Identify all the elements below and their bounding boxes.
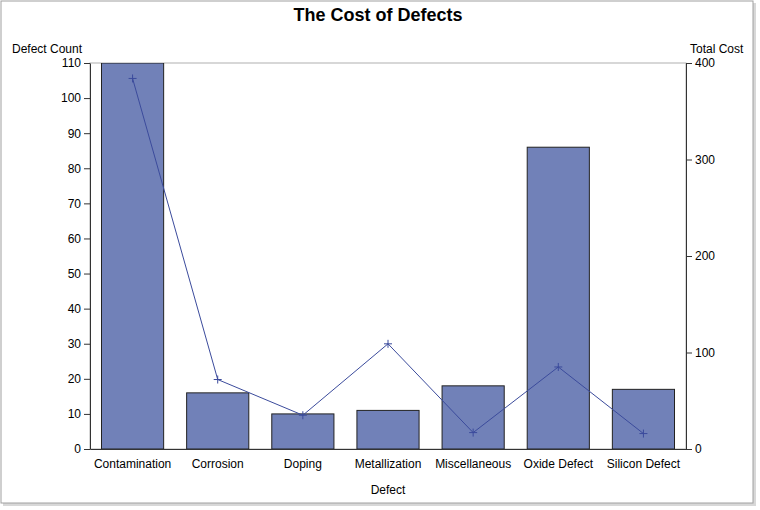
bar — [357, 410, 419, 449]
tick: 80 — [68, 162, 90, 176]
tick: 110 — [62, 56, 90, 70]
marker — [129, 74, 137, 82]
tick-mark — [84, 449, 90, 450]
tick: 10 — [68, 407, 90, 421]
tick-label: 300 — [695, 153, 715, 167]
y-axis: 0 10 20 30 40 50 60 70 80 90 100 110 — [61, 56, 91, 456]
tick: 100 — [61, 91, 90, 105]
tick: Miscellaneous — [435, 449, 511, 471]
tick: 60 — [68, 232, 90, 246]
tick: 100 — [686, 346, 715, 360]
tick-label: 40 — [68, 302, 82, 316]
tick: 0 — [686, 442, 702, 456]
line — [133, 78, 644, 433]
tick: Doping — [284, 449, 322, 471]
x-axis: Contamination Corrosion Doping Metallizatio… — [91, 449, 687, 471]
tick-label: 30 — [68, 337, 82, 351]
tick-mark — [686, 353, 692, 354]
tick: Metallization — [355, 449, 422, 471]
tick-mark — [686, 63, 692, 64]
x-axis-title: Defect — [371, 483, 406, 497]
tick-label: 0 — [74, 442, 81, 456]
marker — [469, 429, 477, 437]
tick-label: Silicon Defect — [607, 457, 681, 471]
title: The Cost of Defects — [293, 5, 462, 25]
chart: 0 10 20 30 40 50 60 70 80 90 100 110 0 100 200 300 400 Co… — [0, 0, 760, 510]
bar — [187, 393, 249, 449]
tick: 300 — [686, 153, 715, 167]
tick-label: Doping — [284, 457, 322, 471]
marker — [214, 376, 222, 384]
tick-mark — [84, 203, 90, 204]
tick: 90 — [68, 127, 90, 141]
tick-mark — [686, 160, 692, 161]
tick-label: Miscellaneous — [435, 457, 511, 471]
tick: Contamination — [94, 449, 171, 471]
tick-mark — [84, 379, 90, 380]
y2-axis: 0 100 200 300 400 — [686, 56, 715, 456]
bar — [442, 386, 504, 449]
tick-label: 400 — [695, 56, 715, 70]
tick-mark — [84, 274, 90, 275]
tick: 0 — [74, 442, 90, 456]
tick-label: 20 — [68, 372, 82, 386]
tick-label: 50 — [68, 267, 82, 281]
tick: Oxide Defect — [524, 449, 594, 471]
y-axis-title: Defect Count — [12, 42, 83, 56]
frame — [1, 1, 753, 503]
bar — [101, 63, 163, 449]
plot-frame — [90, 63, 686, 449]
marker — [639, 430, 647, 438]
tick-label: 0 — [695, 442, 702, 456]
tick-label: 100 — [61, 91, 81, 105]
tick-label: 70 — [68, 197, 82, 211]
tick-label: Oxide Defect — [524, 457, 594, 471]
marker — [384, 340, 392, 348]
tick: 400 — [686, 56, 715, 70]
tick-mark — [84, 63, 90, 64]
tick-label: Corrosion — [192, 457, 244, 471]
bar — [527, 147, 589, 449]
tick-label: 100 — [695, 346, 715, 360]
tick: 70 — [68, 197, 90, 211]
tick-label: 60 — [68, 232, 82, 246]
tick-label: Metallization — [355, 457, 422, 471]
axis-line — [90, 64, 91, 450]
tick-mark — [84, 309, 90, 310]
bar — [612, 389, 674, 449]
tick-mark — [84, 344, 90, 345]
tick: Silicon Defect — [607, 449, 681, 471]
tick-mark — [84, 414, 90, 415]
markers — [129, 74, 648, 437]
tick-label: Contamination — [94, 457, 171, 471]
tick: 30 — [68, 337, 90, 351]
plot-area — [101, 63, 674, 449]
tick: 50 — [68, 267, 90, 281]
tick-mark — [84, 133, 90, 134]
bars — [101, 63, 674, 449]
axis-line — [91, 449, 687, 450]
marker — [554, 363, 562, 371]
tick-mark — [84, 238, 90, 239]
tick-mark — [686, 256, 692, 257]
tick: 40 — [68, 302, 90, 316]
marker — [299, 411, 307, 419]
tick-mark — [686, 449, 692, 450]
tick: 20 — [68, 372, 90, 386]
tick-label: 10 — [68, 407, 82, 421]
tick: 200 — [686, 249, 715, 263]
tick-mark — [84, 168, 90, 169]
tick-label: 90 — [68, 127, 82, 141]
tick-label: 80 — [68, 162, 82, 176]
tick-mark — [84, 98, 90, 99]
tick-label: 200 — [695, 249, 715, 263]
tick-label: 110 — [62, 56, 81, 70]
tick: Corrosion — [192, 449, 244, 471]
y2-axis-title: Total Cost — [690, 42, 744, 56]
